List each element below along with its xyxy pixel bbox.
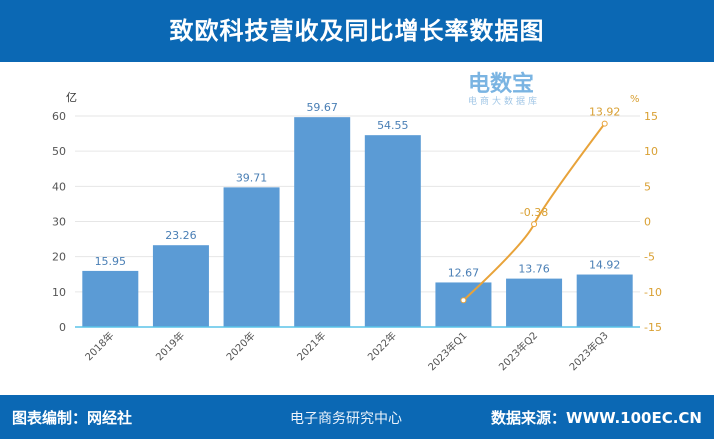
- growth-point: [601, 120, 608, 127]
- bar-label: 14.92: [589, 259, 621, 272]
- y-right-tick: -15: [644, 321, 662, 334]
- y-left-tick: 50: [52, 145, 66, 158]
- bar: [435, 282, 492, 327]
- x-tick-label: 2021年: [294, 329, 328, 363]
- bar-label: 23.26: [165, 229, 197, 242]
- y-left-tick: 40: [52, 180, 66, 193]
- bar-label: 54.55: [377, 119, 409, 132]
- bar: [364, 135, 421, 327]
- y-right-tick: 15: [644, 110, 658, 123]
- y-right-tick: 0: [644, 216, 651, 229]
- y-left-tick: 20: [52, 251, 66, 264]
- bar-label: 59.67: [306, 101, 338, 114]
- growth-label: 13.92: [589, 106, 621, 119]
- x-tick-label: 2023年Q3: [566, 329, 610, 373]
- chart-title: 致欧科技营收及同比增长率数据图: [0, 0, 714, 62]
- x-tick-label: 2019年: [153, 329, 187, 363]
- x-tick-label: 2020年: [223, 329, 257, 363]
- bar: [152, 245, 209, 327]
- x-tick-label: 2018年: [82, 329, 116, 363]
- x-tick-label: 2022年: [365, 329, 399, 363]
- logo: 电数宝: [468, 72, 535, 97]
- y-right-tick: 10: [644, 145, 658, 158]
- bar: [223, 187, 280, 327]
- growth-point: [460, 297, 467, 304]
- y-left-tick: 10: [52, 286, 66, 299]
- bar: [82, 270, 139, 327]
- y-right-tick: 5: [644, 180, 651, 193]
- y-left-tick: 0: [59, 321, 66, 334]
- x-tick-label: 2023年Q2: [496, 329, 540, 373]
- bar-label: 15.95: [95, 255, 127, 268]
- y-left-unit: 亿: [66, 91, 77, 104]
- footer: 图表编制：网经社 数据来源：WWW.100EC.CN: [0, 395, 714, 439]
- y-left-tick: 60: [52, 110, 66, 123]
- bar-label: 12.67: [448, 266, 480, 279]
- bar: [506, 278, 563, 327]
- growth-point: [531, 221, 538, 228]
- bar-label: 13.76: [518, 263, 550, 276]
- y-right-tick: -10: [644, 286, 662, 299]
- chart: 0 10 20 30 40 50 60亿 -15 -10 -5 0 5 10 15% 15.95 23.26 3…: [52, 91, 662, 373]
- bar: [294, 117, 351, 328]
- growth-label: -0.38: [520, 206, 548, 219]
- x-tick-label: 2023年Q1: [425, 329, 469, 373]
- footer-source: 数据来源：WWW.100EC.CN: [491, 409, 702, 427]
- y-left-tick: 30: [52, 216, 66, 229]
- logo-subtitle: 电商大数据库: [468, 97, 541, 107]
- watermark: 电子商务研究中心: [290, 411, 402, 427]
- footer-credit: 图表编制：网经社: [12, 409, 133, 427]
- bar: [576, 274, 633, 327]
- y-right-tick: -5: [644, 251, 655, 264]
- bar-label: 39.71: [236, 171, 268, 184]
- y-right-unit: %: [630, 94, 640, 105]
